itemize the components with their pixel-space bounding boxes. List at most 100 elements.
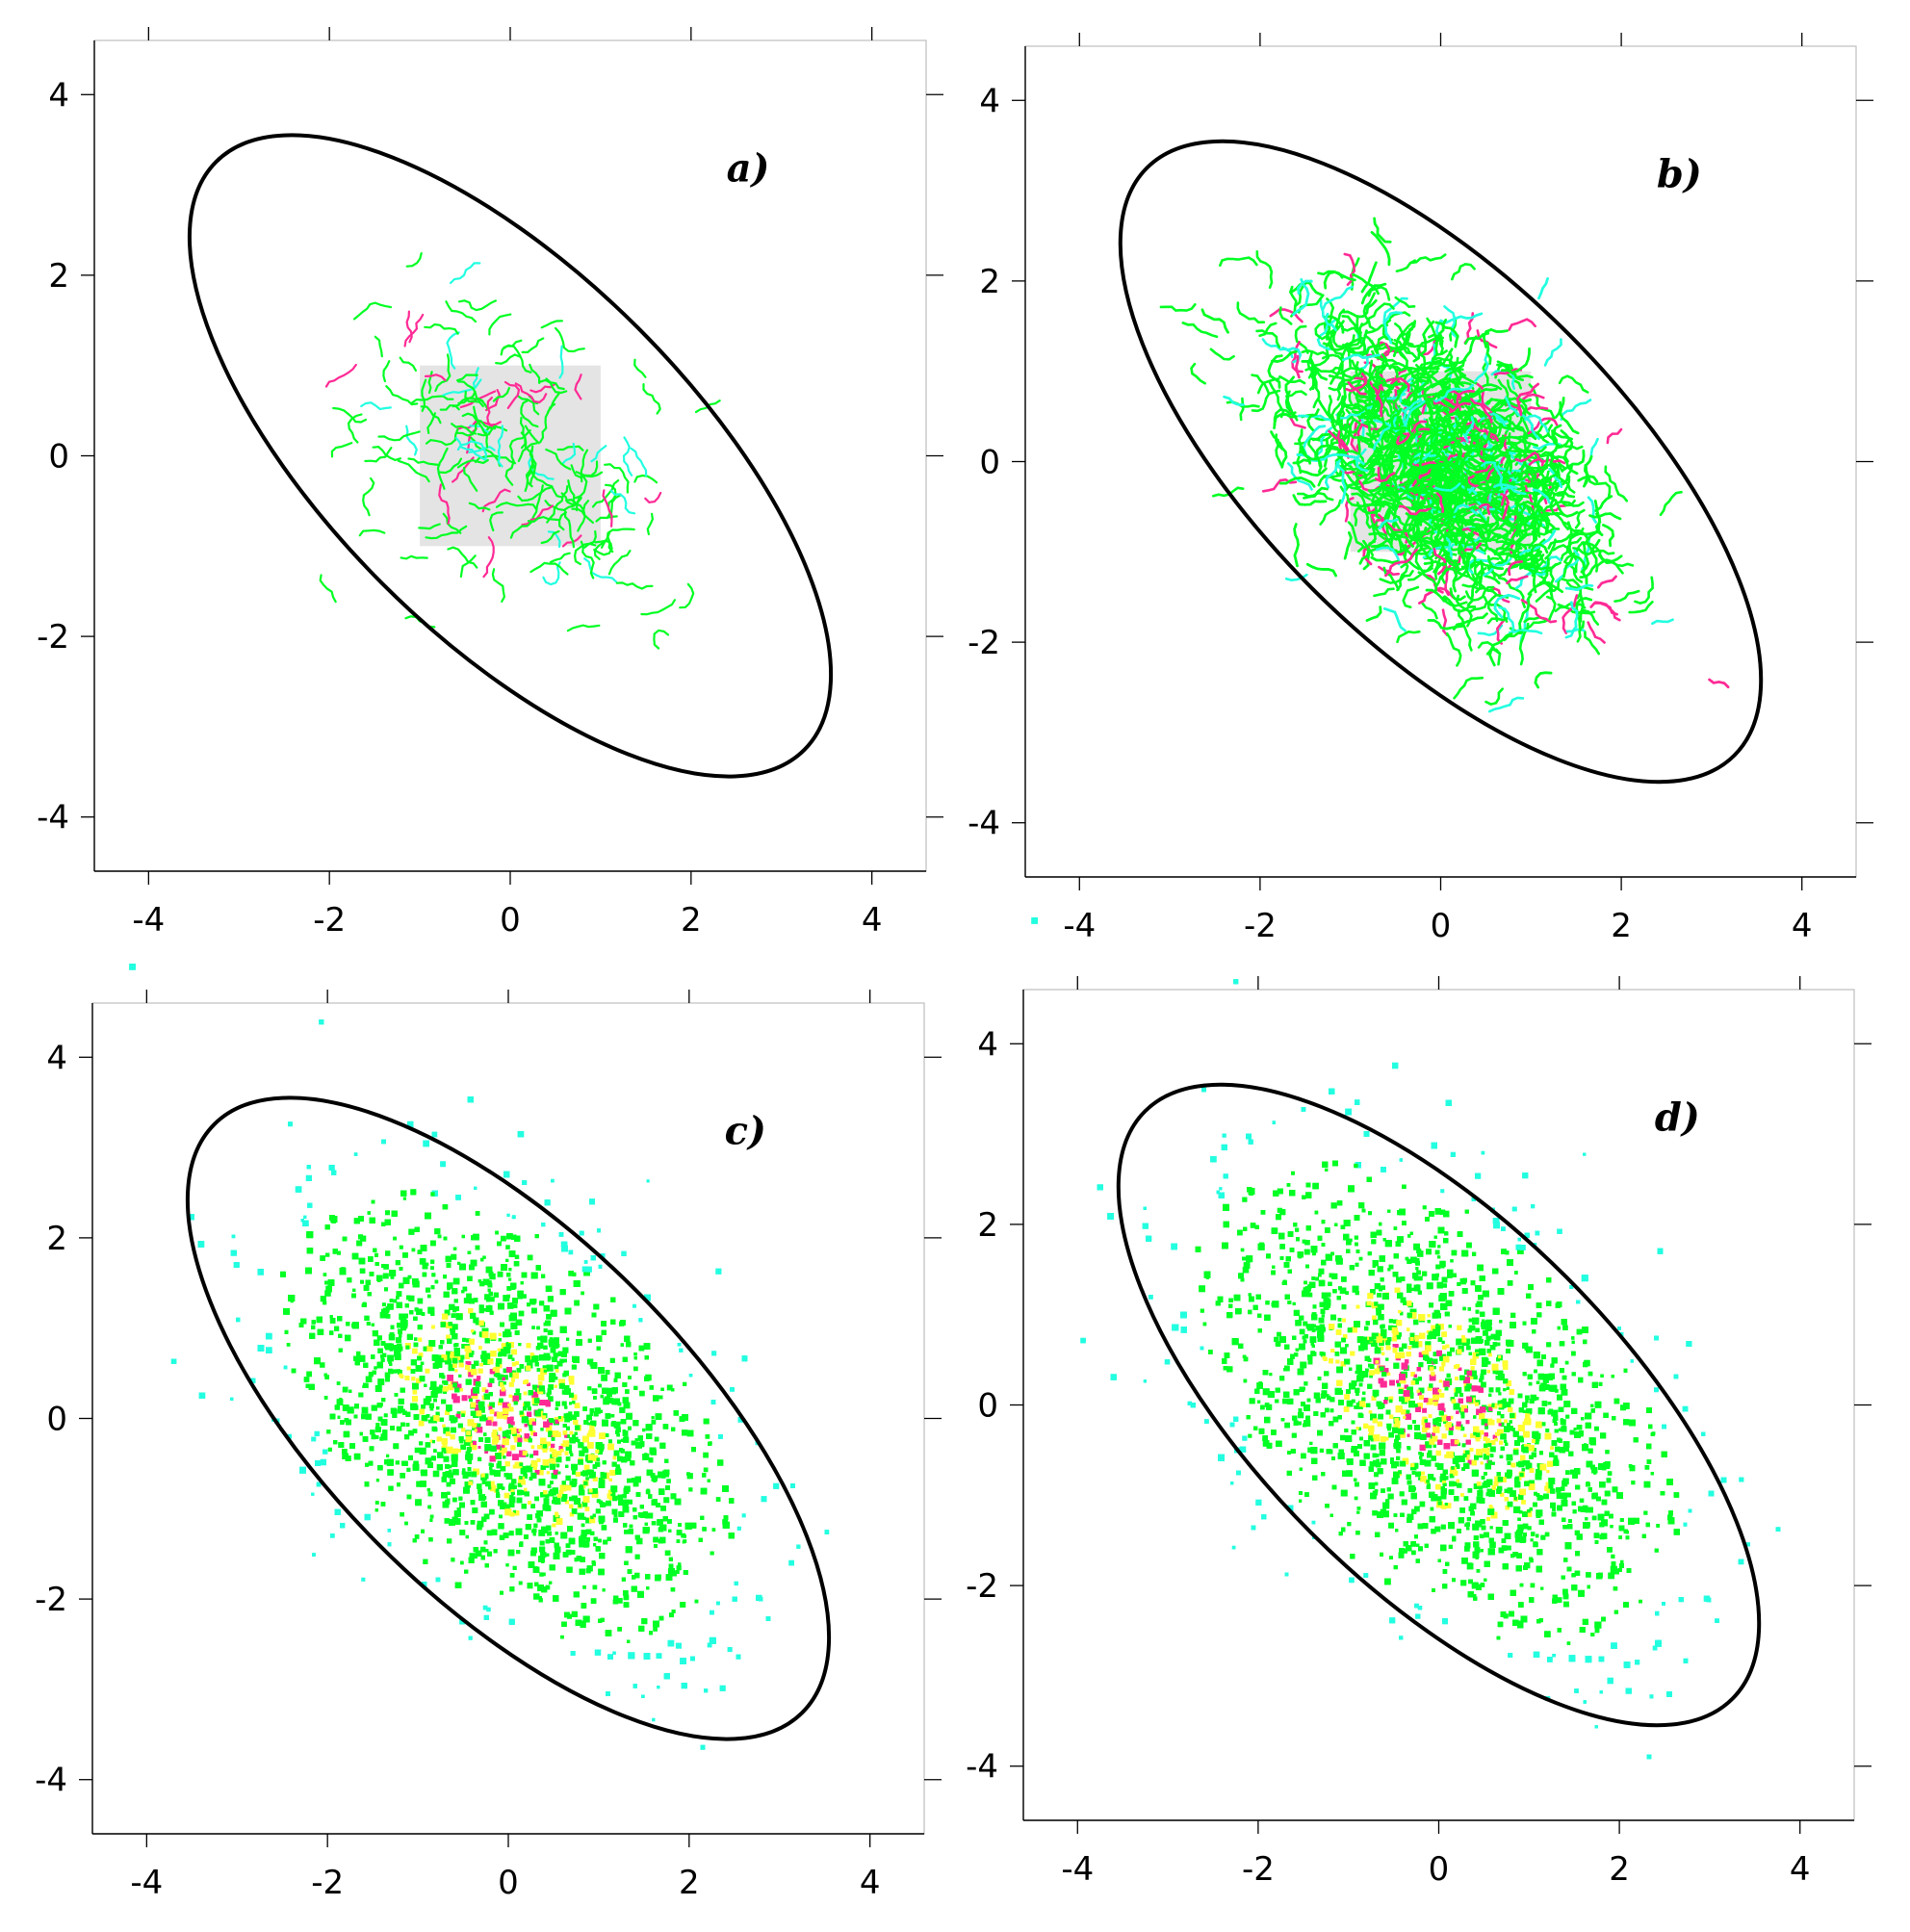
cloud-point bbox=[412, 1389, 418, 1395]
cloud-segment bbox=[482, 536, 495, 579]
cloud-segment bbox=[489, 511, 503, 532]
cloud-segment bbox=[403, 313, 425, 348]
cloud-segment bbox=[473, 405, 489, 449]
cloud-segment bbox=[1415, 364, 1450, 395]
cloud-segment bbox=[583, 529, 597, 549]
cloud-segment bbox=[555, 326, 585, 353]
cloud-segment bbox=[411, 395, 454, 404]
cloud-segment bbox=[644, 491, 662, 503]
cloud-segment bbox=[495, 353, 522, 365]
cloud-point bbox=[400, 1473, 405, 1479]
x-tick-label: -4 bbox=[1063, 907, 1096, 945]
cloud-segment bbox=[1528, 383, 1555, 418]
cloud-segment bbox=[436, 447, 449, 490]
cloud-segment bbox=[425, 428, 459, 447]
cloud-segment bbox=[1209, 348, 1235, 361]
cloud-segment bbox=[1396, 630, 1421, 644]
cloud-segment bbox=[424, 322, 459, 335]
y-tick-label: -2 bbox=[968, 624, 1000, 662]
cloud-points bbox=[1159, 217, 1730, 713]
cloud-segment bbox=[1350, 414, 1365, 454]
cloud-segment bbox=[364, 447, 393, 463]
cloud-segment bbox=[646, 512, 655, 536]
cloud-segment bbox=[529, 363, 541, 384]
cloud-segment bbox=[1550, 506, 1569, 530]
cloud-segment bbox=[418, 523, 441, 530]
cloud-segment bbox=[590, 445, 607, 463]
cloud-point bbox=[463, 1298, 470, 1304]
cloud-segment bbox=[1329, 320, 1345, 355]
cloud-segment bbox=[1563, 541, 1585, 563]
cloud-segment bbox=[457, 299, 497, 312]
cloud-segment bbox=[1441, 608, 1449, 636]
cloud-segment bbox=[622, 436, 633, 477]
x-tick-label: -2 bbox=[313, 901, 346, 940]
cloud-point bbox=[506, 1213, 510, 1217]
cloud-segment bbox=[486, 397, 493, 428]
y-tick-label: 4 bbox=[48, 76, 69, 115]
x-tick-label: 2 bbox=[681, 901, 702, 940]
cloud-segment bbox=[495, 502, 538, 511]
cloud-segment bbox=[517, 486, 553, 502]
cloud-segment bbox=[1319, 499, 1342, 526]
cloud-segment bbox=[556, 445, 584, 451]
x-tick-label: -4 bbox=[132, 901, 165, 940]
cloud-segment bbox=[679, 582, 695, 609]
cloud-segment bbox=[439, 404, 460, 411]
cloud-segment bbox=[580, 540, 595, 580]
cloud-segment bbox=[456, 440, 487, 461]
cloud-segment bbox=[463, 466, 478, 492]
cloud-segment bbox=[545, 448, 572, 471]
cloud-segment bbox=[570, 460, 599, 479]
x-tick-label: -2 bbox=[1244, 907, 1277, 945]
cloud-segment bbox=[560, 492, 581, 506]
panel-label: b) bbox=[1657, 152, 1702, 197]
cloud-segment bbox=[1606, 427, 1623, 445]
cloud-segment bbox=[461, 412, 497, 430]
cloud-segment bbox=[602, 489, 613, 528]
cloud-segment bbox=[563, 510, 575, 549]
cloud-segment bbox=[438, 483, 451, 525]
cloud-segment bbox=[488, 313, 512, 336]
cloud-segment bbox=[455, 420, 481, 437]
cloud-segment bbox=[542, 561, 561, 586]
cloud-segment bbox=[358, 528, 386, 537]
boundary-ellipse bbox=[187, 133, 834, 779]
cloud-segment bbox=[574, 374, 582, 400]
cloud-segment bbox=[604, 463, 630, 494]
cloud-segment bbox=[1613, 589, 1640, 603]
cloud-segment bbox=[1181, 322, 1219, 339]
cloud-segment bbox=[442, 378, 482, 397]
cloud-segment bbox=[374, 335, 383, 358]
cloud-segment bbox=[581, 500, 594, 524]
cloud-segment bbox=[609, 489, 636, 515]
cloud-segment bbox=[595, 515, 618, 523]
cloud-segment bbox=[1373, 587, 1395, 598]
cloud-segment bbox=[330, 442, 353, 458]
cloud-segment bbox=[446, 331, 460, 370]
cloud-segment bbox=[454, 436, 486, 461]
cloud-segment bbox=[362, 477, 375, 517]
cloud-segment bbox=[521, 504, 555, 527]
cloud-segment bbox=[1294, 324, 1309, 354]
cloud-segment bbox=[353, 301, 393, 321]
cloud-segment bbox=[1327, 395, 1336, 428]
cloud-segment bbox=[547, 530, 561, 549]
cloud-segment bbox=[459, 554, 477, 579]
cloud-segment bbox=[583, 557, 618, 583]
cloud-segment bbox=[607, 550, 632, 576]
cloud-segment bbox=[1587, 621, 1606, 644]
cloud-segment bbox=[591, 479, 620, 508]
cloud-segment bbox=[449, 262, 481, 285]
cloud-segment bbox=[464, 390, 484, 408]
cloud-segment bbox=[1326, 297, 1335, 341]
cloud-segment bbox=[504, 461, 515, 486]
cloud-segment bbox=[514, 382, 548, 404]
cloud-segment bbox=[1584, 631, 1600, 656]
cloud-segment bbox=[593, 539, 613, 556]
cloud-segment bbox=[642, 383, 661, 415]
y-tick-label: -4 bbox=[968, 805, 1000, 843]
